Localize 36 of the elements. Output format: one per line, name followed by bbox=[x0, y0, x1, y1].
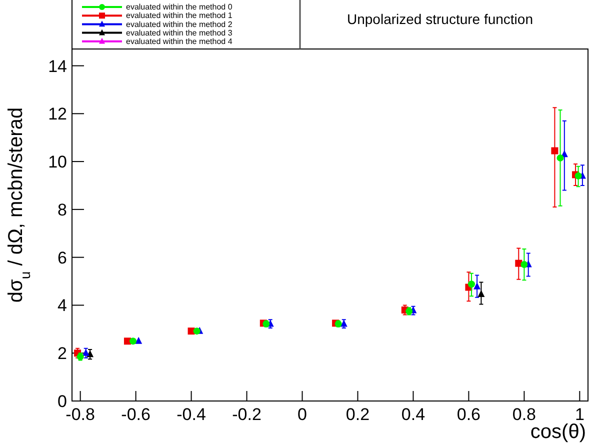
y-tick-label: 6 bbox=[58, 248, 67, 268]
point bbox=[478, 290, 485, 298]
point bbox=[193, 328, 200, 335]
point bbox=[574, 172, 582, 180]
legend-label: evaluated within the method 0 bbox=[126, 2, 233, 12]
point bbox=[556, 154, 564, 162]
point bbox=[474, 282, 481, 290]
point bbox=[135, 336, 142, 344]
point bbox=[82, 348, 90, 356]
point bbox=[468, 280, 475, 288]
point bbox=[130, 338, 137, 345]
x-tick-label: 0.2 bbox=[346, 405, 370, 424]
legend-label: evaluated within the method 2 bbox=[126, 20, 233, 29]
x-tick-label: 1 bbox=[574, 405, 584, 424]
point bbox=[520, 261, 528, 268]
x-tick-label: 0 bbox=[298, 405, 307, 424]
x-tick-label: -0.4 bbox=[176, 405, 206, 424]
x-tick-label: -0.2 bbox=[232, 405, 262, 424]
x-axis-title: cos(θ) bbox=[530, 421, 586, 443]
y-tick-label: 4 bbox=[58, 296, 67, 316]
x-tick-label: 0.4 bbox=[401, 405, 426, 424]
y-tick-label: 0 bbox=[58, 392, 67, 411]
y-tick-label: 12 bbox=[48, 104, 67, 124]
y-tick-label: 2 bbox=[58, 344, 67, 364]
point bbox=[551, 147, 558, 154]
x-tick-label: -0.6 bbox=[121, 405, 150, 424]
legend-label: evaluated within the method 1 bbox=[126, 11, 233, 20]
y-tick-label: 8 bbox=[58, 200, 67, 220]
legend-label: evaluated within the method 4 bbox=[126, 37, 233, 46]
y-tick-label: 10 bbox=[48, 152, 67, 172]
chart-title: Unpolarized structure function bbox=[347, 11, 533, 27]
x-tick-label: -0.8 bbox=[66, 405, 95, 424]
x-tick-label: 0.6 bbox=[456, 405, 481, 424]
x-tick-label: 0.8 bbox=[512, 405, 536, 424]
y-tick-label: 14 bbox=[48, 56, 67, 76]
legend-label: evaluated within the method 3 bbox=[126, 28, 233, 38]
